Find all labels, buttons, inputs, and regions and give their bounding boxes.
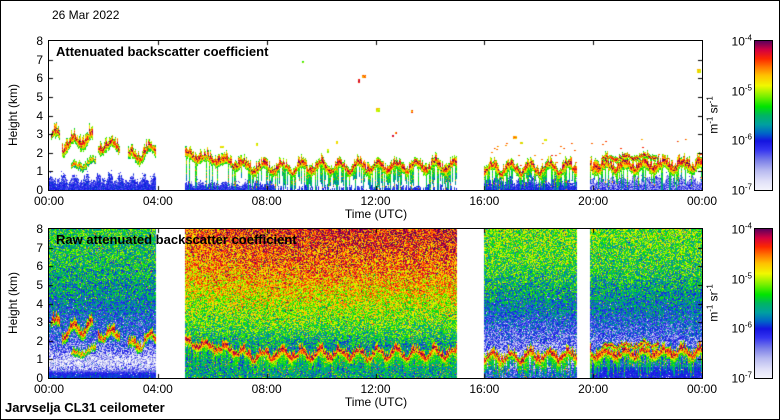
colorbar-raw [754, 228, 773, 379]
y-tick-label: 8 [36, 34, 43, 48]
y-tick-label: 6 [36, 71, 43, 86]
x-tick-label: 08:00 [251, 382, 282, 396]
colorbar-tick-label: 10-5 [731, 83, 752, 99]
x-tick-label: 08:00 [251, 194, 282, 208]
x-tick-label: 00:00 [686, 382, 718, 396]
x-tick-label: 00:00 [33, 382, 65, 396]
heatmap-canvas-attenuated [49, 41, 702, 190]
x-tick-label: 20:00 [578, 382, 609, 396]
panel-attenuated-backscatter: Attenuated backscatter coefficient [48, 40, 703, 191]
colorbar-unit-label: m-1 sr-1 [705, 96, 721, 134]
y-tick-label: 4 [36, 296, 43, 311]
colorbar-tick-label: 10-5 [731, 271, 752, 287]
y-tick-label: 5 [36, 277, 43, 292]
x-tick-label: 04:00 [142, 194, 173, 208]
colorbar-gradient [755, 41, 772, 190]
x-axis-label: Time (UTC) [344, 395, 408, 409]
y-tick-label: 4 [36, 108, 43, 123]
y-tick-label: 2 [36, 333, 43, 348]
x-tick-label: 20:00 [578, 194, 609, 208]
y-tick-label: 7 [36, 52, 43, 67]
x-tick-label: 00:00 [33, 194, 65, 208]
colorbar-tick-label: 10-7 [731, 370, 752, 386]
x-tick-label: 00:00 [686, 194, 718, 208]
y-tick-label: 0 [36, 371, 43, 385]
x-axis-label: Time (UTC) [344, 207, 408, 221]
colorbar-tick-label: 10-6 [731, 132, 752, 148]
y-tick-label: 8 [36, 222, 43, 236]
y-tick-label: 5 [36, 89, 43, 104]
colorbar-tick-label: 10-6 [731, 320, 752, 336]
y-tick-label: 3 [36, 127, 43, 142]
panel-title: Raw attenuated backscatter coefficient [56, 232, 297, 247]
heatmap-canvas-raw [49, 229, 702, 378]
colorbar-gradient [755, 229, 772, 378]
x-tick-label: 16:00 [469, 382, 500, 396]
panel-title: Attenuated backscatter coefficient [56, 44, 269, 59]
y-tick-label: 6 [36, 259, 43, 274]
x-tick-label: 12:00 [360, 382, 391, 396]
instrument-label: Jarvselja CL31 ceilometer [5, 400, 165, 415]
y-tick-label: 2 [36, 145, 43, 160]
date-label: 26 Mar 2022 [52, 8, 120, 22]
panel-raw-attenuated-backscatter: Raw attenuated backscatter coefficient [48, 228, 703, 379]
x-tick-label: 04:00 [142, 382, 173, 396]
y-tick-label: 0 [36, 183, 43, 197]
y-tick-label: 3 [36, 315, 43, 330]
colorbar-tick-label: 10-7 [731, 182, 752, 198]
y-tick-label: 1 [36, 352, 43, 367]
colorbar-unit-label: m-1 sr-1 [705, 284, 721, 322]
y-tick-label: 7 [36, 240, 43, 255]
x-tick-label: 12:00 [360, 194, 391, 208]
colorbar-tick-label: 10-4 [731, 221, 752, 237]
y-tick-label: 1 [36, 164, 43, 179]
x-tick-label: 16:00 [469, 194, 500, 208]
colorbar-attenuated [754, 40, 773, 191]
colorbar-tick-label: 10-4 [731, 33, 752, 49]
